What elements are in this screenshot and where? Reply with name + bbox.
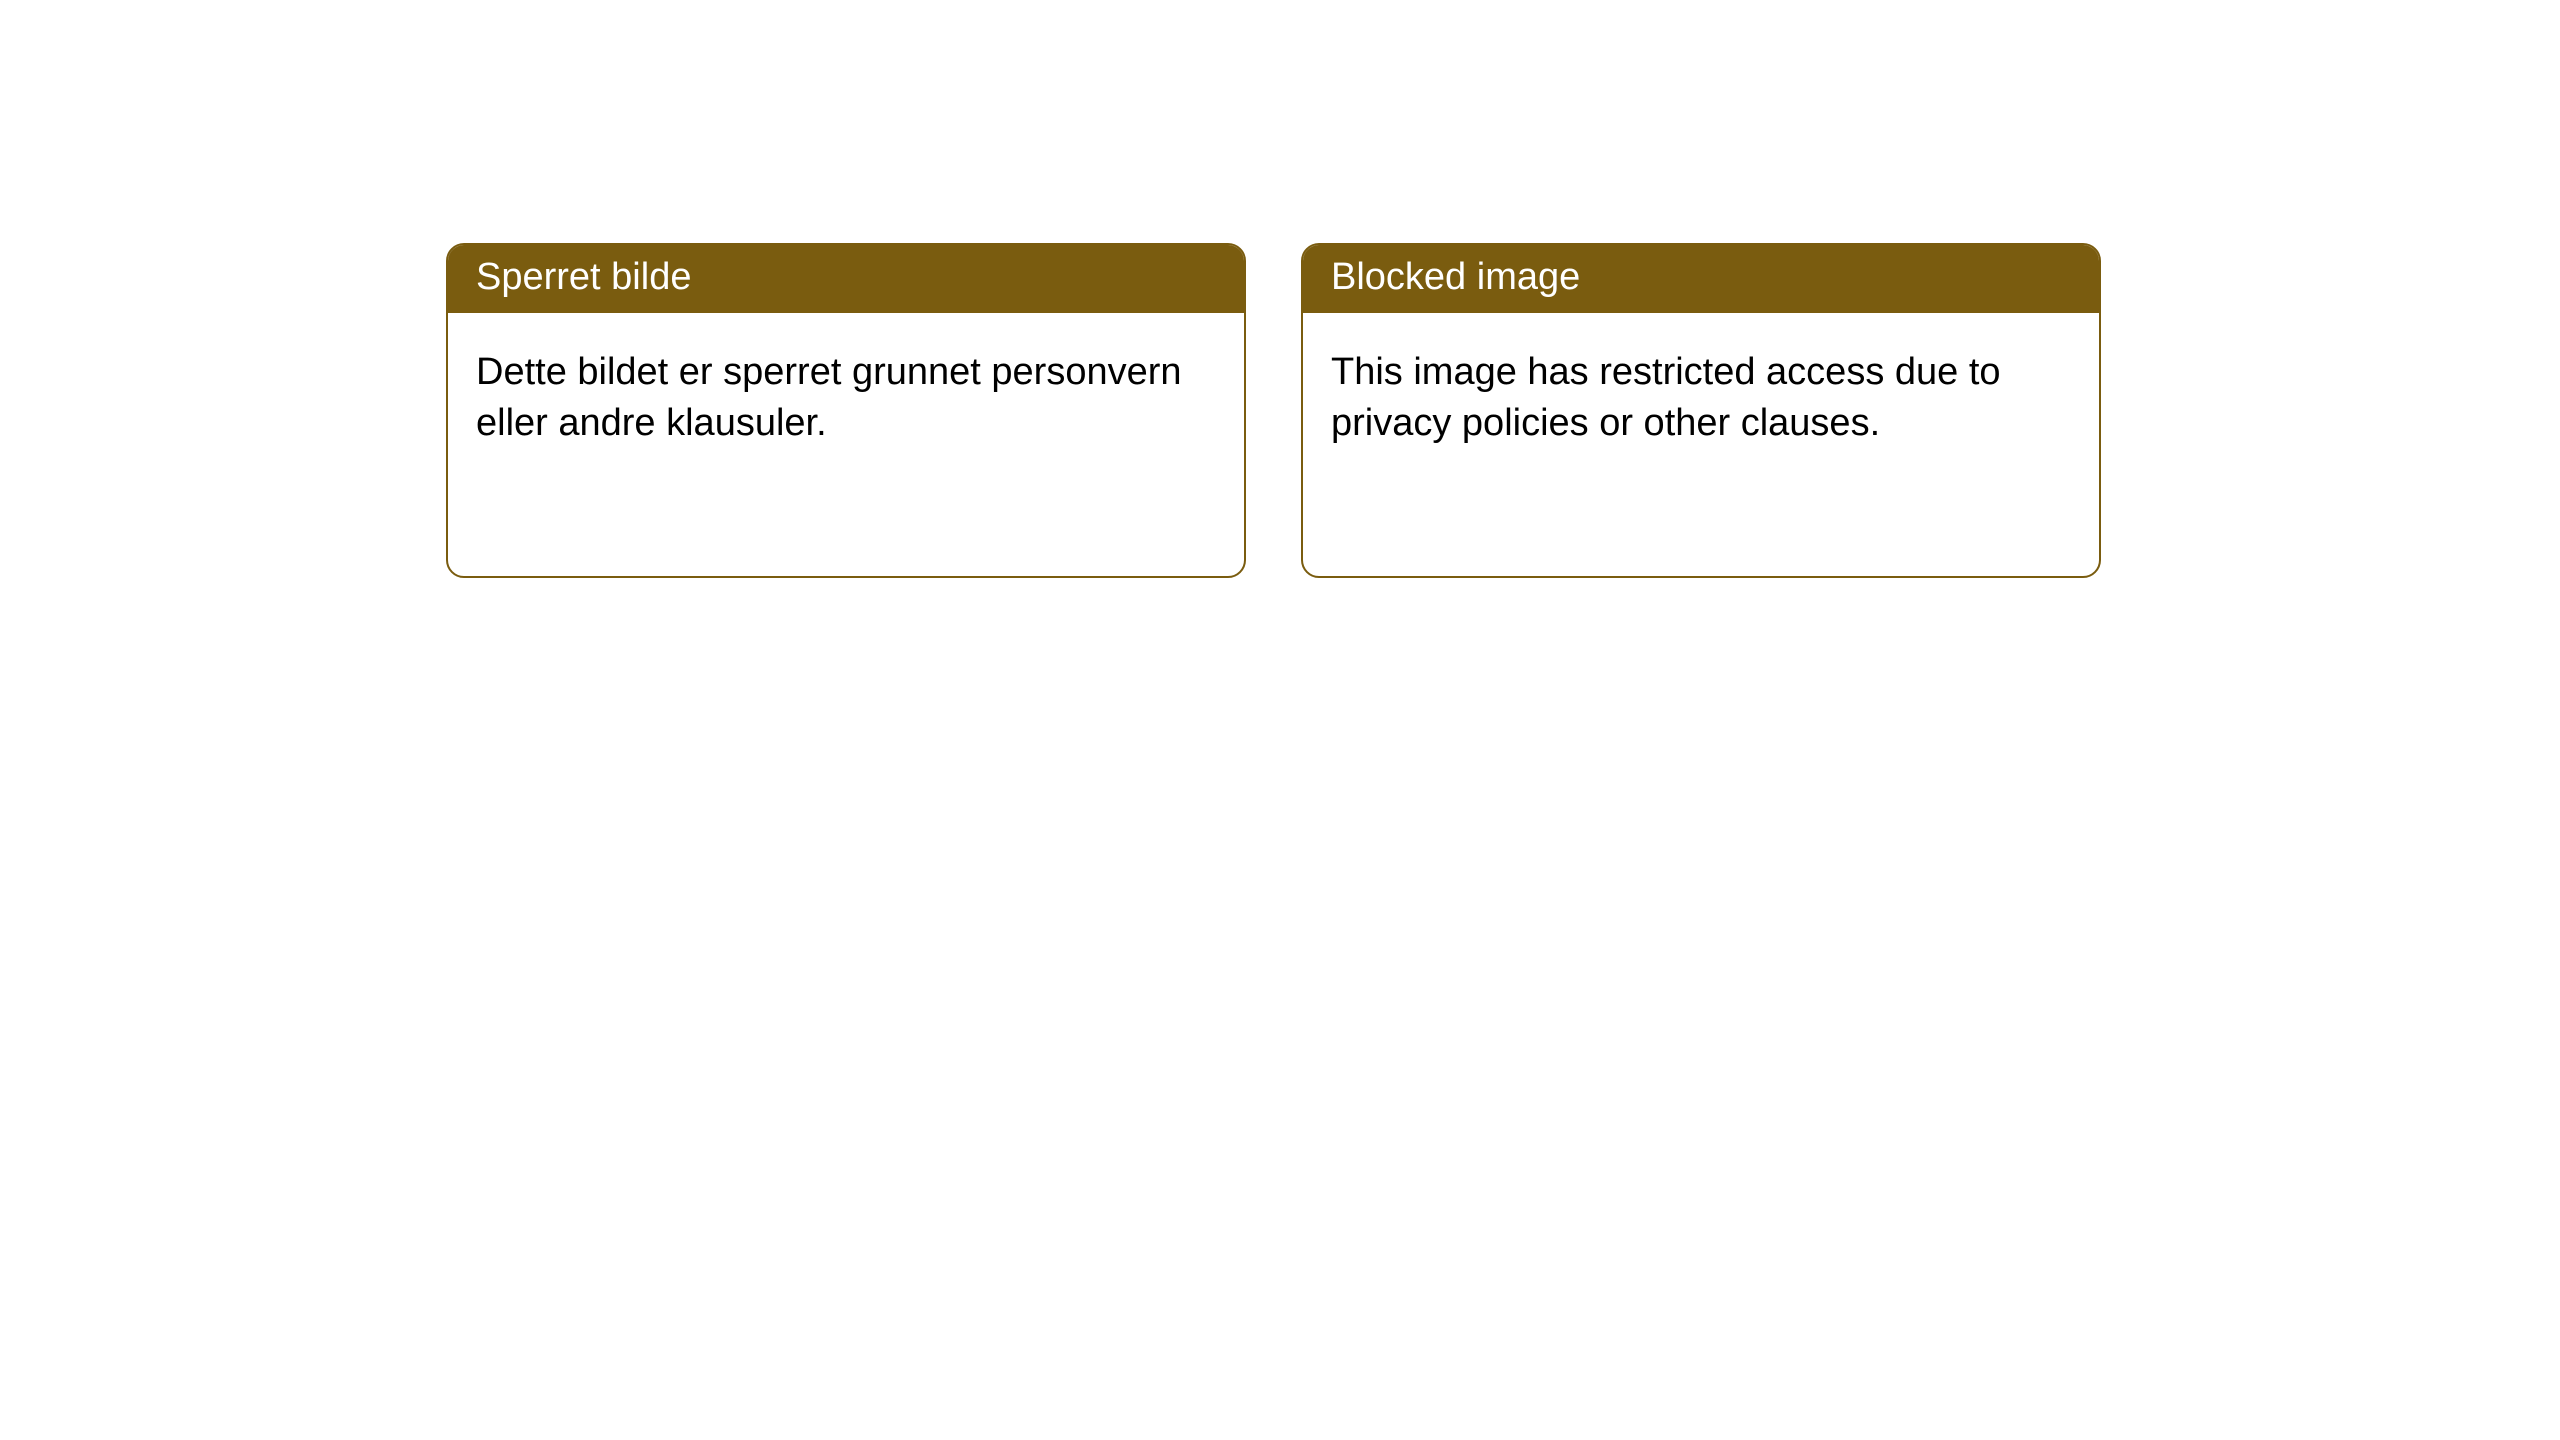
notice-header: Blocked image [1303,245,2099,313]
notice-body: This image has restricted access due to … [1303,313,2099,484]
notice-card-english: Blocked image This image has restricted … [1301,243,2101,578]
notice-container: Sperret bilde Dette bildet er sperret gr… [446,243,2101,578]
notice-card-norwegian: Sperret bilde Dette bildet er sperret gr… [446,243,1246,578]
notice-body: Dette bildet er sperret grunnet personve… [448,313,1244,484]
notice-header: Sperret bilde [448,245,1244,313]
